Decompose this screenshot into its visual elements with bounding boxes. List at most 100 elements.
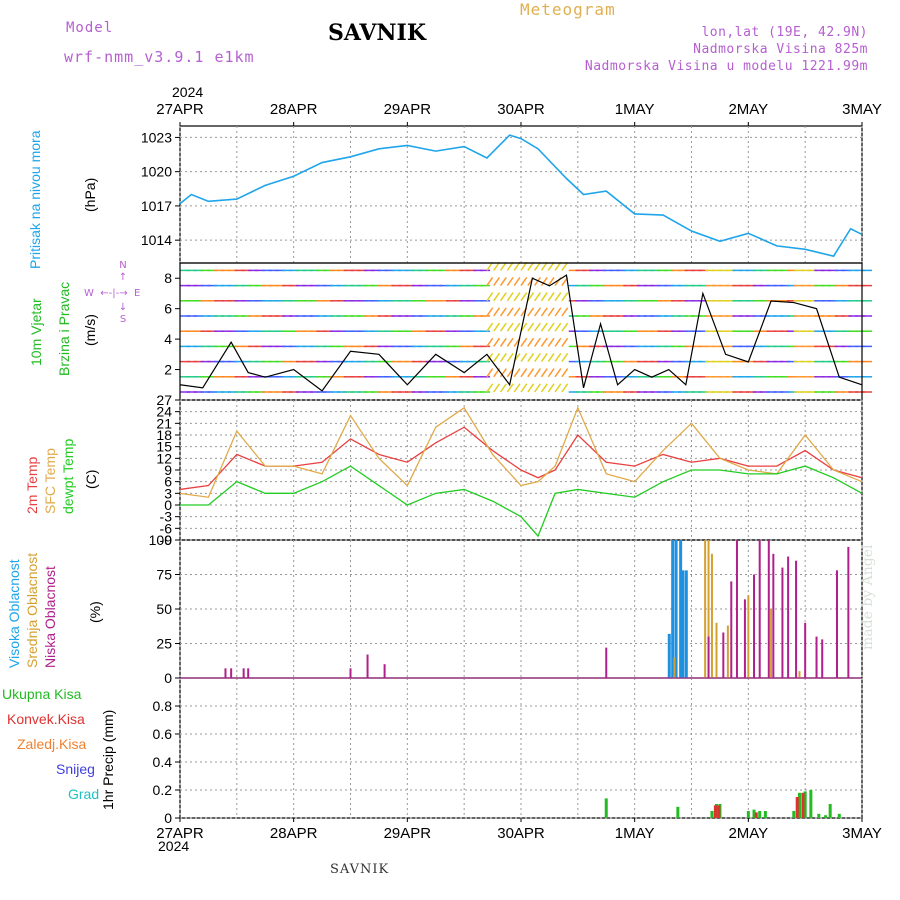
compass-row: W ←-|-→ E bbox=[84, 288, 141, 299]
wind-barb bbox=[506, 383, 514, 393]
model-altitude-label: Nadmorska Visina u modelu 1221.99m bbox=[584, 59, 868, 74]
wind-barb bbox=[499, 322, 507, 332]
precip-label-2: Konvek.Kisa bbox=[7, 711, 85, 727]
wind-barb bbox=[561, 368, 569, 378]
temp-ytick-label: 24 bbox=[156, 404, 172, 420]
pressure-ytick-label: 1014 bbox=[141, 232, 172, 248]
wind-barb bbox=[493, 276, 501, 287]
x-tick-label-top: 3MAY bbox=[842, 101, 882, 118]
cloud-bar bbox=[673, 657, 676, 678]
cloud-bar bbox=[605, 647, 608, 678]
cloud-bar bbox=[366, 654, 369, 678]
wind-barb bbox=[486, 292, 494, 302]
wind-barb bbox=[493, 307, 501, 317]
wind-compass: N ↑ bbox=[118, 260, 128, 283]
compass-w: W bbox=[84, 288, 94, 299]
x-tick-label-bottom: 3MAY bbox=[842, 825, 882, 842]
wind-ytick-label: 8 bbox=[164, 270, 172, 286]
precip-ytick-label: 0.2 bbox=[153, 782, 173, 798]
cloud-bar bbox=[349, 668, 352, 678]
cloud-bar bbox=[671, 540, 675, 678]
wind-barb bbox=[486, 322, 494, 332]
cloud-bar bbox=[684, 570, 688, 678]
wind-barb bbox=[499, 292, 507, 302]
wind-barb bbox=[561, 352, 569, 363]
cloud-bar bbox=[815, 636, 818, 678]
cloud-bar bbox=[730, 581, 733, 678]
cloud-bar bbox=[787, 556, 790, 678]
wind-barb bbox=[527, 337, 535, 347]
wind-barb bbox=[506, 292, 514, 302]
cloud-ytick-label: 75 bbox=[156, 567, 172, 583]
cloud-ytick-label: 50 bbox=[156, 601, 172, 617]
precip-label-1: Ukupna Kisa bbox=[2, 686, 82, 702]
precip-bar bbox=[746, 811, 750, 818]
precip-bar bbox=[754, 812, 758, 818]
temp-ytick-label: -3 bbox=[160, 509, 173, 525]
wind-barb bbox=[534, 322, 541, 332]
temp-ytick-label: 18 bbox=[156, 427, 172, 443]
x-tick-label-top: 28APR bbox=[270, 101, 318, 118]
temp-ytick-label: 15 bbox=[156, 439, 172, 455]
cloud-bar bbox=[383, 664, 386, 678]
wind-ytick-label: 4 bbox=[164, 331, 172, 347]
precip-bar bbox=[717, 805, 721, 818]
wind-barb bbox=[547, 383, 555, 393]
pressure-ytick-label: 1023 bbox=[141, 129, 172, 145]
compass-e: E bbox=[133, 288, 141, 299]
wind-barb bbox=[540, 352, 548, 363]
temp-ytick-label: -6 bbox=[160, 520, 173, 536]
wind-barb bbox=[554, 292, 562, 302]
wind-barb bbox=[513, 383, 521, 393]
temp-ytick-label: 3 bbox=[164, 485, 172, 501]
wind-barb bbox=[506, 322, 514, 332]
wind-barb bbox=[513, 307, 521, 317]
cloud-bar bbox=[767, 540, 770, 678]
precip-bar bbox=[824, 815, 828, 818]
wind-barb bbox=[540, 383, 548, 393]
wind-barb bbox=[499, 307, 507, 317]
wind-barb bbox=[547, 276, 555, 287]
cloud-bar bbox=[679, 540, 683, 678]
year-top: 2024 bbox=[172, 84, 204, 100]
precip-ytick-label: 0.4 bbox=[153, 754, 173, 770]
footer-station: SAVNIK bbox=[330, 862, 390, 877]
precip-label-5: Grad bbox=[68, 786, 100, 802]
x-tick-label-top: 27APR bbox=[156, 101, 204, 118]
wind-barb bbox=[493, 292, 501, 302]
wind-barb bbox=[527, 383, 535, 393]
lonlat-label: lon,lat (19E, 42.9N) bbox=[701, 25, 868, 40]
cloud-bar bbox=[726, 625, 729, 678]
year-bottom: 2024 bbox=[158, 838, 190, 854]
wind-barb bbox=[540, 322, 548, 332]
precip-bar bbox=[604, 798, 608, 818]
precip-bar bbox=[676, 806, 680, 818]
cloud-bar bbox=[667, 633, 671, 678]
wind-barb bbox=[534, 276, 541, 287]
wind-speed-line bbox=[179, 274, 863, 392]
wind-barb bbox=[506, 307, 514, 317]
wind-barb bbox=[534, 383, 541, 393]
wind-barb bbox=[513, 322, 521, 332]
wind-barb bbox=[547, 337, 555, 347]
cloud-bar bbox=[224, 668, 227, 678]
meteogram-label: Meteogram bbox=[520, 0, 616, 19]
cloud-bar bbox=[795, 560, 798, 678]
wind-barb bbox=[513, 276, 521, 287]
wind-barb bbox=[506, 368, 514, 378]
wind-barb bbox=[554, 337, 562, 347]
x-tick-label-top: 30APR bbox=[497, 101, 545, 118]
precip-bar bbox=[828, 804, 832, 818]
wind-barb bbox=[513, 368, 521, 378]
wind-barb bbox=[561, 337, 569, 347]
temp-ytick-label: -9 bbox=[160, 532, 173, 548]
x-tick-label-bottom: 28APR bbox=[270, 825, 318, 842]
cloud-bar bbox=[242, 668, 245, 678]
cloud-bar bbox=[710, 553, 713, 678]
cloud-bar bbox=[681, 570, 685, 678]
x-tick-label-bottom: 1MAY bbox=[615, 825, 655, 842]
wind-barb bbox=[486, 368, 494, 378]
cloud-bar bbox=[772, 553, 775, 678]
wind-barb bbox=[534, 307, 541, 317]
cloud-bar bbox=[847, 546, 850, 678]
